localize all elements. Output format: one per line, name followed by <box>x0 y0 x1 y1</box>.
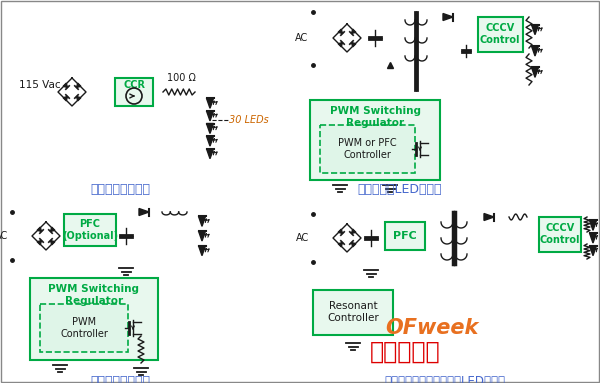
FancyBboxPatch shape <box>115 78 153 106</box>
Polygon shape <box>206 136 214 146</box>
Text: PFC
(Optional): PFC (Optional) <box>62 219 118 241</box>
Text: PWM Switching
Regulator: PWM Switching Regulator <box>49 284 139 306</box>
FancyBboxPatch shape <box>30 278 158 360</box>
Text: CCR: CCR <box>123 80 145 90</box>
Polygon shape <box>199 216 205 226</box>
Text: CCCV
Control: CCCV Control <box>480 23 520 45</box>
Polygon shape <box>589 246 596 256</box>
Text: 115 Vac: 115 Vac <box>19 80 61 90</box>
Text: 单段反激式LED驱动器: 单段反激式LED驱动器 <box>358 183 442 196</box>
FancyBboxPatch shape <box>478 17 523 52</box>
Polygon shape <box>50 227 55 232</box>
Polygon shape <box>352 242 356 247</box>
Text: Resonant
Controller: Resonant Controller <box>327 301 379 323</box>
Text: 30 LEDs: 30 LEDs <box>229 115 269 125</box>
Text: 非隔离降压驱动器: 非隔离降压驱动器 <box>90 375 150 383</box>
FancyBboxPatch shape <box>385 222 425 250</box>
Polygon shape <box>532 67 539 77</box>
Text: AC: AC <box>296 233 309 243</box>
Polygon shape <box>63 97 68 101</box>
FancyBboxPatch shape <box>40 304 128 352</box>
Polygon shape <box>352 43 356 47</box>
Polygon shape <box>352 29 356 34</box>
Polygon shape <box>50 241 55 245</box>
Polygon shape <box>206 98 214 108</box>
Polygon shape <box>206 111 214 121</box>
Polygon shape <box>532 46 539 56</box>
Polygon shape <box>338 43 343 47</box>
Text: 100 Ω: 100 Ω <box>167 73 196 83</box>
Polygon shape <box>37 227 41 232</box>
Text: AC: AC <box>0 231 8 241</box>
Polygon shape <box>37 241 41 245</box>
Polygon shape <box>589 233 596 243</box>
Text: AC: AC <box>295 33 308 43</box>
Text: 非隔离线性驱动器: 非隔离线性驱动器 <box>90 183 150 196</box>
Text: PWM
Controller: PWM Controller <box>60 317 108 339</box>
Text: 双段式功率因数校正隔离LED驱动器: 双段式功率因数校正隔离LED驱动器 <box>385 375 505 383</box>
Polygon shape <box>76 83 81 88</box>
Text: OFweek: OFweek <box>385 318 478 338</box>
Polygon shape <box>338 242 343 247</box>
Polygon shape <box>443 13 453 21</box>
Text: CCCV
Control: CCCV Control <box>540 223 580 245</box>
FancyBboxPatch shape <box>64 214 116 246</box>
Polygon shape <box>139 208 149 216</box>
Polygon shape <box>76 97 81 101</box>
Text: 电子工程网: 电子工程网 <box>370 340 440 364</box>
FancyBboxPatch shape <box>539 217 581 252</box>
Polygon shape <box>199 231 205 241</box>
Polygon shape <box>206 149 214 159</box>
Text: PWM Switching
Regulator: PWM Switching Regulator <box>329 106 421 128</box>
Polygon shape <box>352 229 356 234</box>
Text: PFC: PFC <box>393 231 417 241</box>
Polygon shape <box>338 29 343 34</box>
FancyBboxPatch shape <box>310 100 440 180</box>
Polygon shape <box>589 220 596 230</box>
Polygon shape <box>199 246 205 256</box>
Text: PWM or PFC
Controller: PWM or PFC Controller <box>338 138 397 160</box>
Polygon shape <box>338 229 343 234</box>
Polygon shape <box>532 25 539 35</box>
Polygon shape <box>206 123 214 134</box>
Polygon shape <box>484 213 494 221</box>
Polygon shape <box>63 83 68 88</box>
FancyBboxPatch shape <box>313 290 393 335</box>
FancyBboxPatch shape <box>320 125 415 173</box>
